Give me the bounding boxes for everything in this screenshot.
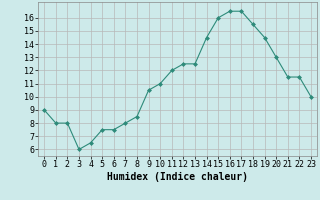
X-axis label: Humidex (Indice chaleur): Humidex (Indice chaleur): [107, 172, 248, 182]
